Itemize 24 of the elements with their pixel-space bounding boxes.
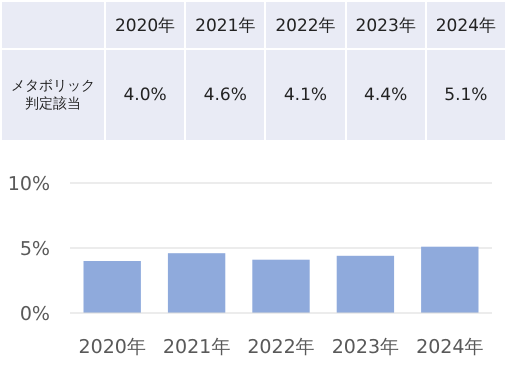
- data-label: 4.4%: [346, 49, 426, 141]
- data-label: 4.1%: [265, 49, 346, 141]
- bar: [84, 261, 141, 313]
- category-label: 2021年: [195, 16, 256, 36]
- category-label: 2020年: [114, 16, 176, 36]
- data-label: 4.6%: [185, 49, 266, 141]
- text: メタボリック判定該当: [1, 49, 105, 141]
- bar: [168, 253, 226, 313]
- y-tick-label: 0%: [20, 303, 50, 325]
- x-tick-label: 2024年: [416, 336, 484, 358]
- bar: [252, 260, 310, 313]
- data-label: 5.1%: [426, 49, 506, 141]
- data-label: 4.0%: [105, 49, 186, 141]
- x-tick-label: 2020年: [78, 336, 146, 358]
- category-label: 2022年: [275, 16, 336, 36]
- x-tick-label: 2021年: [162, 336, 230, 358]
- x-tick-label: 2022年: [247, 336, 315, 358]
- x-tick-label: 2023年: [332, 336, 400, 358]
- y-tick-label: 10%: [8, 173, 50, 195]
- bar: [336, 256, 394, 313]
- category-label: 2023年: [356, 16, 416, 36]
- category-label: 2024年: [436, 16, 496, 36]
- bar: [421, 246, 478, 313]
- y-tick-label: 5%: [20, 238, 50, 260]
